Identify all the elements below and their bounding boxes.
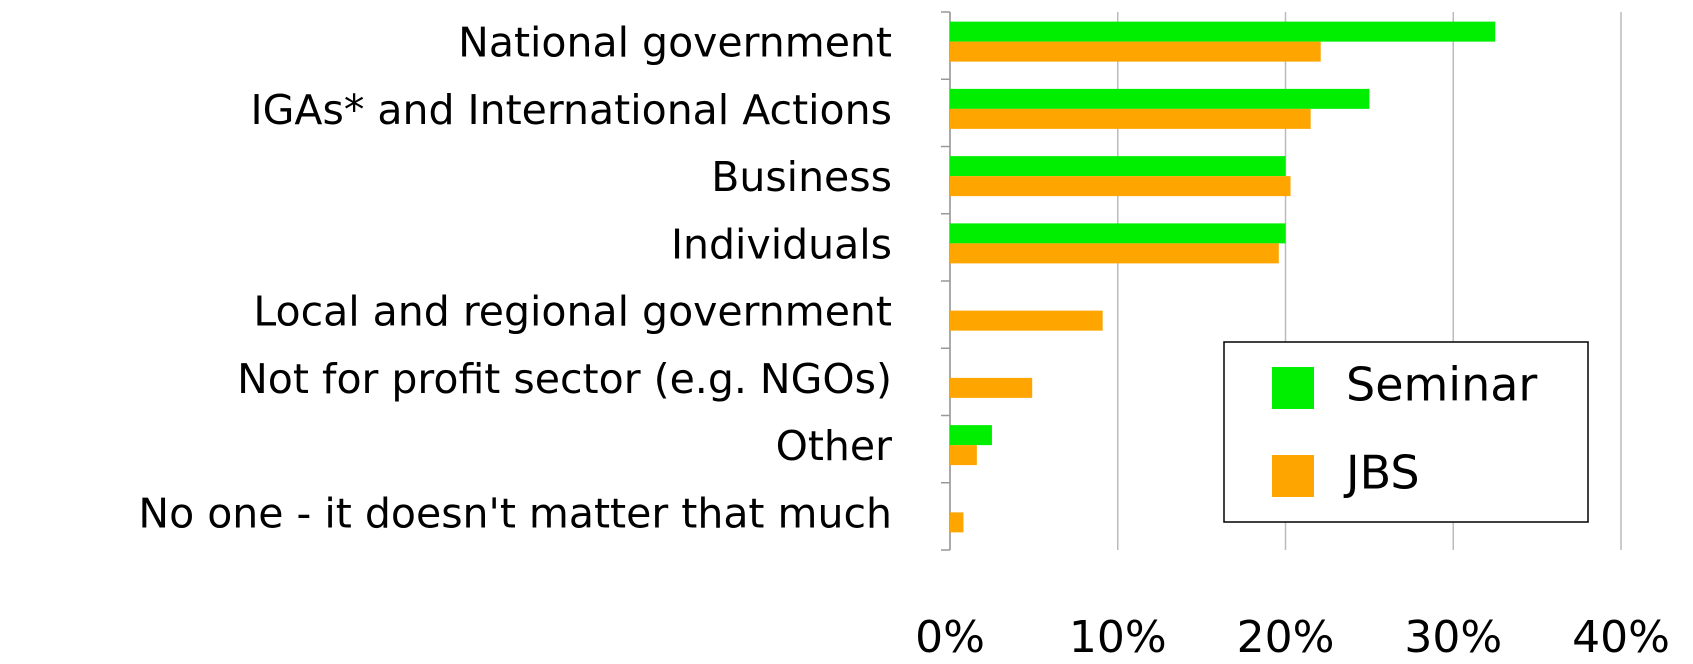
legend-swatch	[1272, 367, 1314, 409]
x-tick-label: 40%	[1572, 612, 1670, 663]
bar	[950, 377, 1033, 398]
bar	[950, 88, 1370, 109]
bar	[950, 21, 1496, 42]
bar	[950, 425, 992, 446]
bar	[950, 243, 1279, 264]
legend-label: Seminar	[1346, 358, 1537, 412]
x-tick-label: 0%	[915, 612, 985, 663]
bar	[950, 445, 977, 466]
category-label: National government	[458, 19, 892, 67]
category-label: Local and regional government	[253, 288, 892, 336]
bar	[950, 156, 1286, 177]
category-label: No one - it doesn't matter that much	[138, 489, 892, 537]
bar	[950, 310, 1103, 331]
legend: Seminar JBS	[1223, 341, 1589, 523]
legend-swatch	[1272, 455, 1314, 497]
bar	[950, 512, 964, 533]
x-tick-label: 30%	[1404, 612, 1502, 663]
bar	[950, 41, 1321, 62]
bar	[950, 176, 1291, 197]
category-label: IGAs* and International Actions	[251, 86, 892, 134]
category-label: Business	[711, 153, 892, 201]
category-label: Other	[776, 422, 893, 470]
category-label: Not for profit sector (e.g. NGOs)	[237, 355, 892, 403]
category-label: Individuals	[671, 220, 892, 268]
x-tick-label: 20%	[1237, 612, 1335, 663]
bar	[950, 223, 1286, 244]
bar	[950, 108, 1311, 129]
x-tick-label: 10%	[1069, 612, 1167, 663]
legend-label: JBS	[1343, 446, 1420, 500]
